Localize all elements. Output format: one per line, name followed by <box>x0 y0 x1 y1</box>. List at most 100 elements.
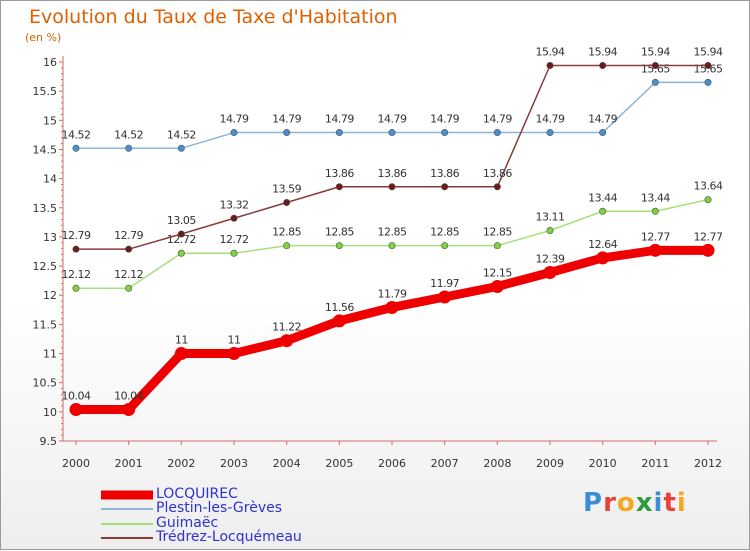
data-point <box>599 61 607 69</box>
data-label: 14.79 <box>220 113 249 126</box>
data-point <box>72 245 80 253</box>
y-tick-label: 11 <box>43 348 57 361</box>
data-point <box>280 334 294 348</box>
y-tick-label: 15 <box>43 114 57 127</box>
chart-title: Evolution du Taux de Taxe d'Habitation <box>29 6 398 28</box>
data-point <box>227 347 241 361</box>
y-tick-label: 14 <box>43 173 57 186</box>
data-label: 10.04 <box>114 390 143 403</box>
data-label: 11.56 <box>325 301 354 314</box>
y-tick-label: 11.5 <box>33 318 58 331</box>
data-point <box>441 183 449 191</box>
data-point <box>125 245 133 253</box>
data-label: 12.72 <box>220 233 249 246</box>
data-label: 12.85 <box>378 226 407 239</box>
y-tick-label: 16 <box>43 56 57 69</box>
data-point <box>493 242 501 250</box>
x-tick-label: 2003 <box>220 457 248 470</box>
data-label: 13.86 <box>430 167 459 180</box>
legend-label: Guimaëc <box>156 514 219 531</box>
data-label: 14.79 <box>378 113 407 126</box>
data-label: 15.94 <box>641 45 670 58</box>
data-label: 11.22 <box>272 321 301 334</box>
legend-swatch <box>101 508 153 511</box>
data-label: 13.64 <box>694 180 723 193</box>
data-label: 15.94 <box>588 45 617 58</box>
data-label: 12.77 <box>641 230 670 243</box>
data-label: 12.39 <box>536 252 565 265</box>
x-tick-label: 2005 <box>325 457 353 470</box>
y-tick-label: 12 <box>43 289 57 302</box>
data-point <box>72 284 80 292</box>
data-label: 12.15 <box>483 266 512 279</box>
series-line <box>71 245 713 415</box>
x-tick-label: 2010 <box>589 457 617 470</box>
series-1: 14.52 14.52 14.52 14.79 14.79 14.79 14.79 14.79… <box>62 62 723 152</box>
y-tick-label: 15.5 <box>33 85 58 98</box>
x-tick-label: 2001 <box>115 457 143 470</box>
data-point <box>388 183 396 191</box>
data-label: 14.52 <box>62 128 91 141</box>
data-point <box>441 129 449 137</box>
data-point <box>72 144 80 152</box>
data-label: 14.52 <box>167 128 196 141</box>
x-tick-label: 2002 <box>167 457 195 470</box>
data-label: 11 <box>228 334 241 347</box>
y-tick-label: 9.5 <box>40 435 58 448</box>
data-point <box>651 61 659 69</box>
legend-label: Plestin-les-Grèves <box>156 500 283 517</box>
data-point <box>441 242 449 250</box>
data-point <box>283 199 291 207</box>
data-label: 11.79 <box>378 287 407 300</box>
data-point <box>546 227 554 235</box>
data-point <box>177 249 185 257</box>
logo-letter: i <box>653 488 664 518</box>
logo-letter: r <box>603 488 617 518</box>
chart-subtitle: (en %) <box>25 31 62 44</box>
proxiti-logo: Proxiti <box>583 488 687 518</box>
data-label: 12.79 <box>62 229 91 242</box>
data-point <box>493 129 501 137</box>
x-tick-label: 2004 <box>273 457 301 470</box>
data-label: 12.77 <box>694 230 723 243</box>
data-point <box>125 284 133 292</box>
logo-letter: o <box>616 488 636 518</box>
data-label: 13.86 <box>378 167 407 180</box>
data-label: 13.05 <box>167 214 196 227</box>
data-point <box>230 249 238 257</box>
data-point <box>125 144 133 152</box>
data-point <box>651 78 659 86</box>
legend-swatch <box>101 490 153 500</box>
data-point <box>335 183 343 191</box>
data-label: 14.79 <box>430 113 459 126</box>
logo-letter: P <box>583 488 604 518</box>
data-point <box>177 230 185 238</box>
data-point <box>332 314 346 328</box>
x-tick-label: 2007 <box>431 457 459 470</box>
logo-letter: x <box>635 488 654 518</box>
data-label: 12.85 <box>325 226 354 239</box>
logo-letter: i <box>676 488 687 518</box>
data-point <box>283 129 291 137</box>
data-point <box>335 129 343 137</box>
x-tick-label: 2009 <box>536 457 564 470</box>
logo-letter: t <box>663 488 677 518</box>
data-point <box>283 242 291 250</box>
data-point <box>648 243 662 257</box>
x-tick-label: 2000 <box>62 457 90 470</box>
data-point <box>546 61 554 69</box>
data-point <box>438 290 452 304</box>
data-label: 12.64 <box>588 238 617 251</box>
y-tick-label: 10 <box>43 406 57 419</box>
data-label: 14.79 <box>536 113 565 126</box>
data-point <box>177 144 185 152</box>
data-point <box>174 347 188 361</box>
data-label: 13.32 <box>220 198 249 211</box>
data-point <box>122 403 136 417</box>
data-point <box>546 129 554 137</box>
data-label: 11.97 <box>430 277 459 290</box>
data-point <box>599 129 607 137</box>
y-tick-label: 14.5 <box>33 143 58 156</box>
